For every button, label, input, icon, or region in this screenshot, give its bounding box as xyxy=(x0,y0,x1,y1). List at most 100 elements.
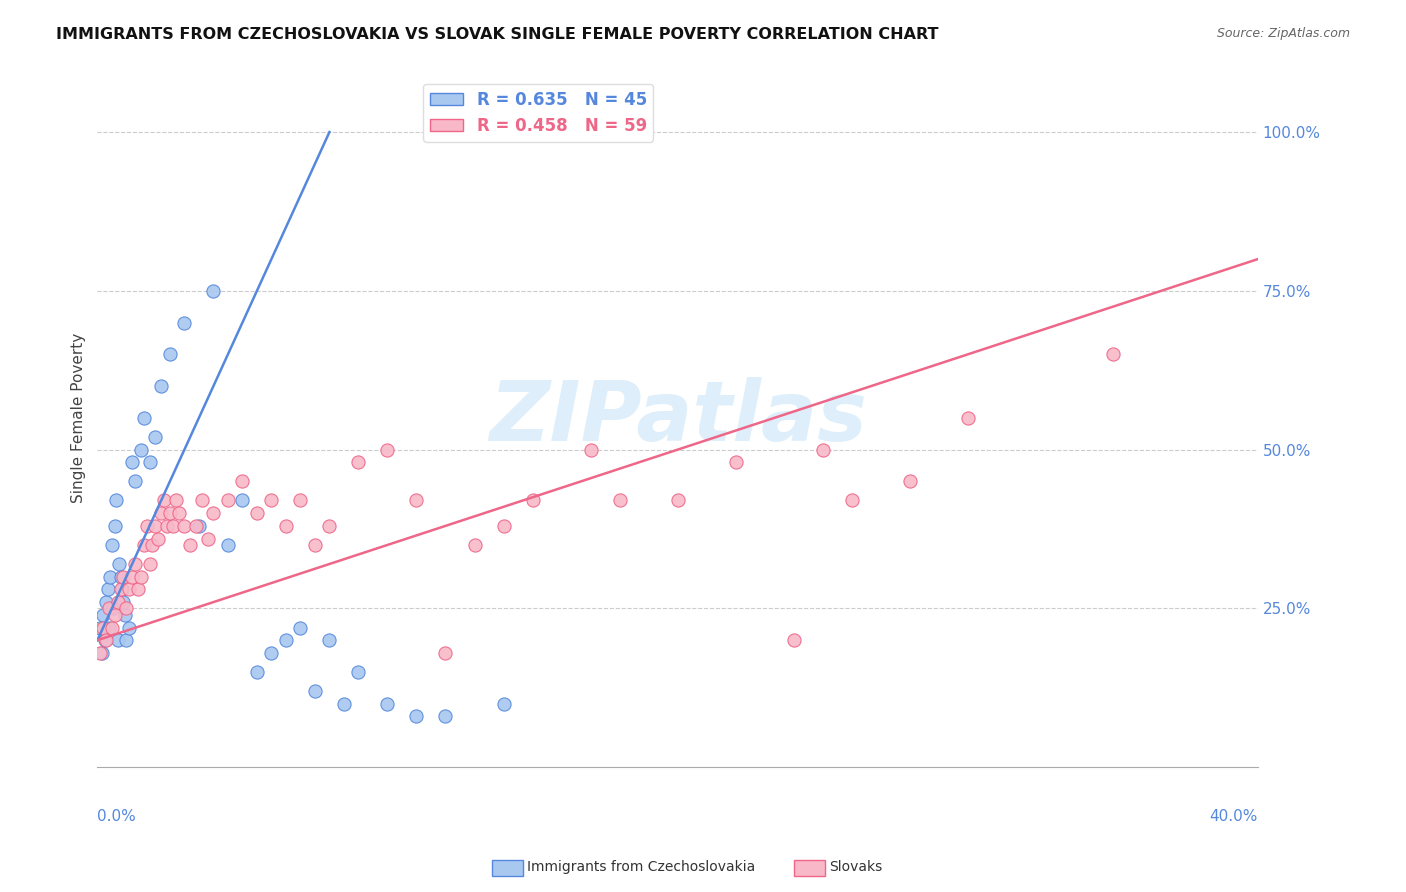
Point xyxy=(138,455,160,469)
Point xyxy=(159,506,181,520)
Point xyxy=(187,519,209,533)
Y-axis label: Single Female Poverty: Single Female Poverty xyxy=(72,333,86,503)
Point xyxy=(101,538,124,552)
Text: Immigrants from Czechoslovakia: Immigrants from Czechoslovakia xyxy=(527,860,755,874)
Point xyxy=(231,493,253,508)
Point xyxy=(217,493,239,508)
Point xyxy=(377,697,399,711)
Point xyxy=(145,519,167,533)
Point xyxy=(197,532,219,546)
Point xyxy=(91,607,114,622)
Point xyxy=(105,493,128,508)
Point xyxy=(318,519,340,533)
Point xyxy=(579,442,602,457)
Point xyxy=(93,633,115,648)
Point xyxy=(290,620,312,634)
Point xyxy=(112,570,135,584)
Point xyxy=(841,493,863,508)
Point xyxy=(260,493,283,508)
Point xyxy=(434,646,457,660)
Point xyxy=(246,665,269,679)
Point xyxy=(132,410,155,425)
Point xyxy=(377,442,399,457)
Point xyxy=(114,607,136,622)
Point xyxy=(811,442,834,457)
Point xyxy=(290,493,312,508)
Point xyxy=(129,442,152,457)
Point xyxy=(96,582,118,597)
Legend: R = 0.635   N = 45, R = 0.458   N = 59: R = 0.635 N = 45, R = 0.458 N = 59 xyxy=(423,84,654,142)
Point xyxy=(141,538,163,552)
Point xyxy=(121,570,143,584)
Point xyxy=(246,506,269,520)
Point xyxy=(782,633,804,648)
Point xyxy=(666,493,689,508)
Text: Slovaks: Slovaks xyxy=(830,860,883,874)
Point xyxy=(129,570,152,584)
Point xyxy=(333,697,356,711)
Point xyxy=(94,595,117,609)
Point xyxy=(121,455,143,469)
Point xyxy=(405,709,427,723)
Point xyxy=(165,493,187,508)
Point xyxy=(118,620,141,634)
Point xyxy=(159,347,181,361)
Point xyxy=(304,538,326,552)
Point xyxy=(405,493,427,508)
Point xyxy=(167,506,190,520)
Point xyxy=(100,570,122,584)
Point xyxy=(724,455,747,469)
Point xyxy=(115,633,138,648)
Point xyxy=(145,430,167,444)
Point xyxy=(101,620,124,634)
Point xyxy=(127,582,149,597)
Point xyxy=(132,538,155,552)
Text: Source: ZipAtlas.com: Source: ZipAtlas.com xyxy=(1216,27,1350,40)
Point xyxy=(153,493,176,508)
Point xyxy=(108,557,131,571)
Point xyxy=(184,519,207,533)
Text: IMMIGRANTS FROM CZECHOSLOVAKIA VS SLOVAK SINGLE FEMALE POVERTY CORRELATION CHART: IMMIGRANTS FROM CZECHOSLOVAKIA VS SLOVAK… xyxy=(56,27,939,42)
Point xyxy=(104,607,127,622)
Point xyxy=(260,646,283,660)
Point xyxy=(318,633,340,648)
Point xyxy=(179,538,201,552)
Point xyxy=(191,493,214,508)
Point xyxy=(112,595,135,609)
Point xyxy=(110,582,132,597)
Point xyxy=(103,601,125,615)
Point xyxy=(492,519,515,533)
Point xyxy=(124,557,146,571)
Point xyxy=(148,532,170,546)
Point xyxy=(97,601,120,615)
Text: 40.0%: 40.0% xyxy=(1209,809,1258,824)
Point xyxy=(347,665,370,679)
Point xyxy=(138,557,160,571)
Point xyxy=(135,519,157,533)
Point xyxy=(173,519,195,533)
Point xyxy=(492,697,515,711)
Point xyxy=(150,379,173,393)
Point xyxy=(231,475,253,489)
Point xyxy=(463,538,485,552)
Point xyxy=(202,506,225,520)
Point xyxy=(111,582,134,597)
Point xyxy=(89,620,111,634)
Point xyxy=(91,620,114,634)
Text: ZIPatlas: ZIPatlas xyxy=(489,377,866,458)
Point xyxy=(104,519,127,533)
Point xyxy=(202,284,225,298)
Point xyxy=(898,475,921,489)
Point xyxy=(274,519,297,533)
Point xyxy=(150,506,173,520)
Point xyxy=(124,475,146,489)
Point xyxy=(609,493,631,508)
Point xyxy=(522,493,544,508)
Point xyxy=(956,410,979,425)
Point xyxy=(118,582,141,597)
Point xyxy=(156,519,179,533)
Point xyxy=(434,709,457,723)
Point xyxy=(110,570,132,584)
Point xyxy=(97,620,120,634)
Point xyxy=(89,646,111,660)
